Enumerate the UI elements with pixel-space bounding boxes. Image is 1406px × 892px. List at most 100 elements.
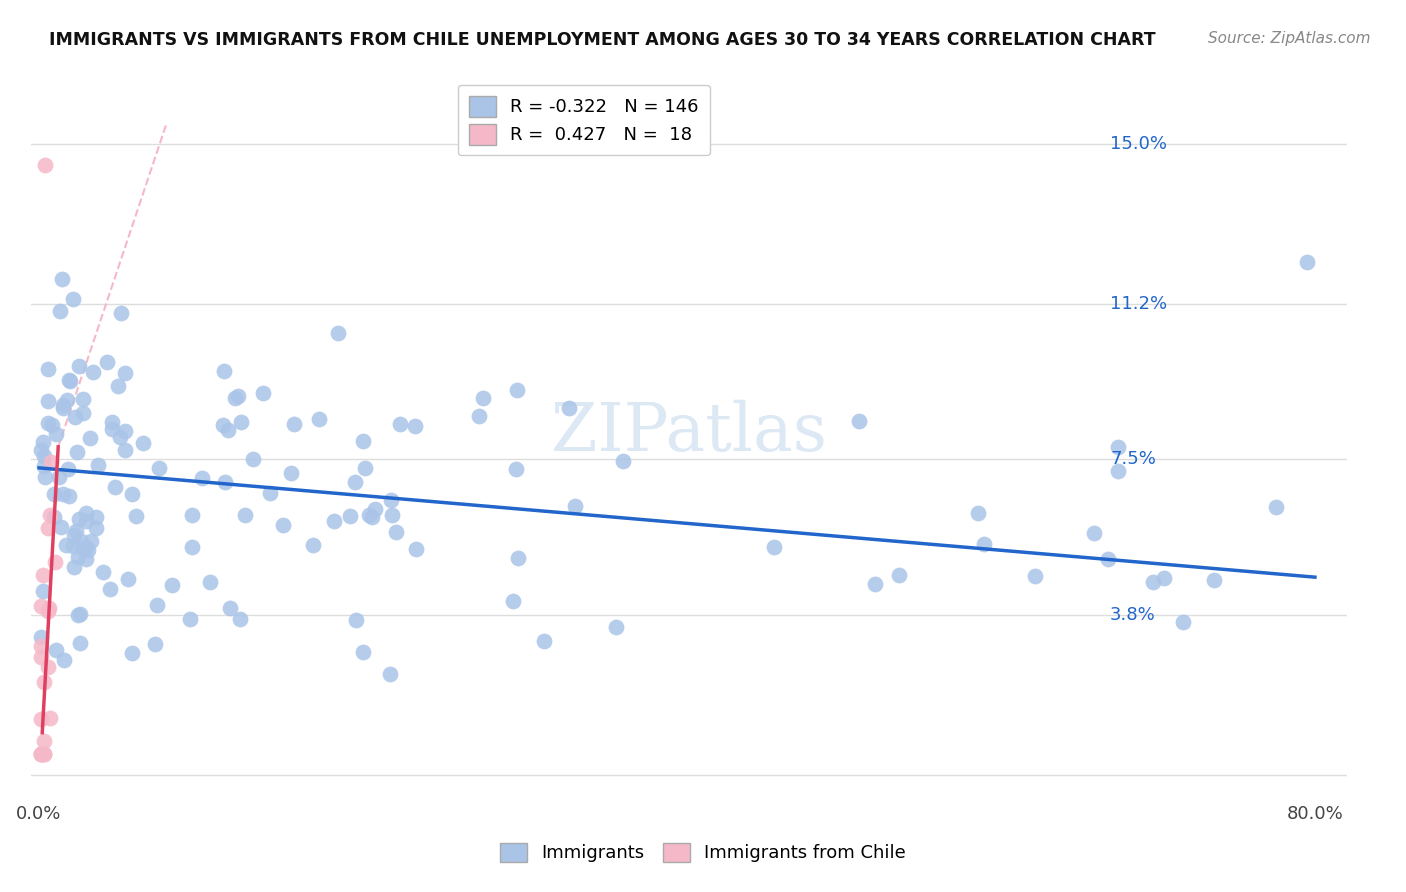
Point (762, 540, 785, 554)
Point (58, 490, 80, 504)
Text: 11.2%: 11.2% (1109, 295, 1167, 313)
Point (39, 455, 62, 469)
Point (1024, 568, 1046, 582)
Point (352, 434, 374, 449)
Point (404, 418, 426, 433)
Point (65, 524, 87, 538)
Point (104, 480, 127, 494)
Point (1171, 615, 1194, 629)
Point (80, 533, 103, 548)
Point (37, 521, 59, 535)
Point (44, 510, 66, 524)
Point (62, 292, 84, 306)
Point (32, 734, 55, 748)
Point (1107, 440, 1129, 454)
Point (179, 612, 201, 626)
Point (973, 537, 995, 551)
Point (66, 445, 89, 459)
Point (605, 619, 627, 633)
Point (31, 583, 53, 598)
Point (533, 634, 555, 648)
Text: Source: ZipAtlas.com: Source: ZipAtlas.com (1208, 31, 1371, 46)
Point (30, 631, 52, 645)
Point (56, 393, 79, 408)
Point (502, 594, 524, 608)
Point (865, 577, 887, 591)
Point (86, 521, 108, 535)
Point (226, 389, 249, 403)
Point (75, 552, 97, 566)
Point (389, 417, 412, 431)
Point (148, 460, 170, 475)
Point (242, 451, 264, 466)
Point (30, 599, 52, 614)
Point (67, 512, 90, 526)
Point (558, 401, 581, 415)
Point (63, 410, 86, 425)
Point (48, 469, 70, 483)
Point (1202, 573, 1225, 587)
Point (30, 712, 52, 726)
Point (48, 304, 70, 318)
Point (132, 436, 155, 450)
Point (359, 508, 381, 522)
Point (283, 417, 305, 431)
Point (380, 493, 402, 508)
Point (38, 711, 60, 725)
Point (506, 384, 529, 398)
Point (67, 359, 90, 373)
Point (352, 645, 374, 659)
Point (1296, 255, 1319, 269)
Point (323, 514, 346, 528)
Point (86, 458, 108, 472)
Point (75, 506, 97, 520)
Point (145, 598, 167, 612)
Point (82, 365, 104, 379)
Point (32, 435, 55, 450)
Point (181, 508, 204, 522)
Point (114, 366, 136, 380)
Point (471, 391, 494, 405)
Point (34, 470, 56, 484)
Point (107, 379, 129, 393)
Point (37, 361, 59, 376)
Point (30, 443, 52, 458)
Point (49, 520, 72, 534)
Point (117, 572, 139, 586)
Point (1264, 500, 1286, 515)
Point (30, 747, 52, 761)
Point (110, 306, 132, 320)
Point (45, 643, 67, 657)
Point (37, 416, 59, 430)
Point (385, 525, 408, 540)
Point (848, 414, 870, 428)
Point (346, 613, 368, 627)
Point (70, 541, 93, 555)
Point (77, 543, 100, 558)
Point (198, 575, 221, 590)
Point (114, 425, 136, 439)
Text: 3.8%: 3.8% (1109, 606, 1156, 624)
Point (38, 601, 60, 615)
Text: IMMIGRANTS VS IMMIGRANTS FROM CHILE UNEMPLOYMENT AMONG AGES 30 TO 34 YEARS CORRE: IMMIGRANTS VS IMMIGRANTS FROM CHILE UNEM… (49, 31, 1156, 49)
Point (339, 508, 361, 523)
Point (280, 467, 302, 481)
Point (1142, 574, 1164, 589)
Point (506, 551, 529, 566)
Point (326, 326, 349, 340)
Point (191, 471, 214, 485)
Point (51, 272, 73, 286)
Point (101, 416, 124, 430)
Point (301, 538, 323, 552)
Point (217, 423, 239, 437)
Point (86, 510, 108, 524)
Point (467, 409, 489, 423)
Text: 7.5%: 7.5% (1109, 450, 1156, 468)
Point (108, 430, 131, 444)
Point (62, 540, 84, 554)
Point (1083, 526, 1105, 541)
Point (70, 533, 93, 548)
Point (44, 554, 66, 568)
Point (143, 637, 166, 651)
Point (32, 459, 55, 474)
